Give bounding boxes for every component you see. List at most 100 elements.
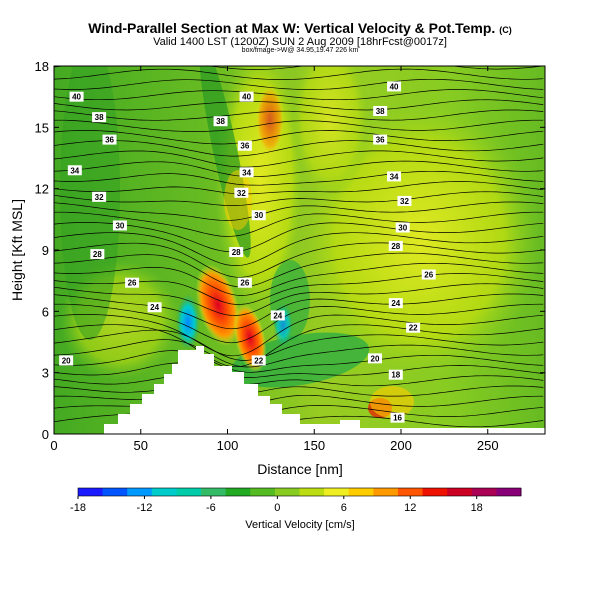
terrain [54,346,545,434]
contour-line [54,109,544,121]
colorbar-label: Vertical Velocity [cm/s] [245,519,354,531]
contour-label: 26 [128,279,137,288]
contour-label: 40 [72,93,81,102]
contour-label: 26 [424,271,433,280]
y-tick-label: 12 [35,182,49,197]
colorbar-tick-label: -12 [136,502,152,514]
x-tick-label: 150 [303,438,325,453]
contour-label: 34 [242,168,251,177]
contour-label: 36 [376,136,385,145]
contour-label: 32 [95,193,104,202]
x-axis-label: Distance [nm] [257,461,343,477]
contour-line [54,68,544,80]
contour-label-box [234,187,249,198]
contour-label: 38 [95,113,104,122]
contour-line [54,242,544,278]
y-tick-label: 3 [42,366,49,381]
contour-label-box [102,134,117,145]
colorbar-swatch [78,488,104,496]
contour-label-box [213,116,228,127]
colorbar-swatch [127,488,153,496]
colorbar-tick-label: -6 [206,502,216,514]
contour-line [54,339,544,368]
colorbar-swatch [225,488,251,496]
contour-label-box [395,222,410,233]
colorbar-swatch [102,488,128,496]
contour-label-box [373,105,388,116]
contour-label-box [388,369,403,380]
contour-label: 30 [398,224,407,233]
contour-line [54,78,544,90]
y-tick-label: 15 [35,120,49,135]
contour-line [54,99,544,111]
x-axis-ticks: 0 50 100 150 200 250 [50,66,499,453]
isentrope-contours [54,66,544,428]
contour-line [54,150,544,168]
contour-label: 20 [371,354,380,363]
contour-label: 38 [216,117,225,126]
contour-line [54,262,544,296]
contour-line [54,314,544,357]
colorbar-swatch [397,488,424,496]
contour-line [54,140,544,157]
contour-label-box [406,322,421,333]
contour-line [54,181,544,195]
colorbar-tick-label: 18 [471,502,483,514]
colorbar-swatch [447,488,473,496]
contour-label: 22 [254,356,263,365]
contour-label: 32 [400,197,409,206]
contour-line [54,293,544,330]
contour-label-box [239,167,254,178]
chart-info: box/fmage->W@ 34.95,19.47 226 km [241,47,359,54]
contour-line [54,394,544,407]
colorbar-swatch [299,488,325,496]
contour-label-box [112,220,127,231]
contour-label: 24 [273,311,282,320]
contour-label: 40 [242,93,251,102]
contour-label: 38 [376,107,385,116]
contour-label-box [59,355,74,366]
contour-label-box [270,310,285,321]
contour-label-box [92,112,107,123]
contour-label-box [237,277,252,288]
colorbar-swatch [201,488,227,496]
contour-label-box [367,353,382,364]
contour-line [54,130,544,145]
contour-label: 26 [240,279,249,288]
contour-label-box [125,277,140,288]
contour-label: 20 [62,356,71,365]
contour-label: 34 [390,172,399,181]
contour-label-box [67,165,82,176]
x-tick-label: 50 [134,438,148,453]
contour-label: 24 [150,303,159,312]
heatmap-field [54,66,545,434]
contour-label: 24 [391,299,400,308]
contour-line [54,362,544,378]
colorbar-swatch [274,488,300,496]
contour-label-box [229,247,244,258]
contour-line [54,201,544,221]
colorbar-swatch [471,488,497,496]
colorbar-swatch [373,488,399,496]
contour-line [54,324,544,368]
contour-line [54,170,544,186]
contour-label: 28 [93,250,102,259]
contour-line [54,283,544,316]
contour-label-box [421,269,436,280]
contour-line [54,89,544,101]
contour-line [54,191,544,206]
contour-label-box [388,240,403,251]
contour-label: 40 [390,82,399,91]
contour-label-box [147,302,162,313]
colorbar-swatch [176,488,202,496]
colorbar-frame [77,487,522,497]
colorbar-swatch [324,488,350,496]
contour-line [54,160,544,178]
colorbar: -18 -12 -6 0 6 12 18 [70,487,522,514]
contour-line [54,329,544,361]
contour-label: 32 [237,189,246,198]
y-tick-label: 0 [42,427,49,442]
contour-line [54,119,544,132]
contour-label: 28 [391,242,400,251]
